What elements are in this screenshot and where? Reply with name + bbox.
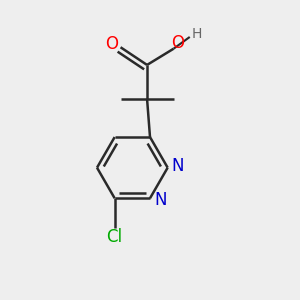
Text: O: O	[172, 34, 184, 52]
Text: N: N	[154, 191, 167, 209]
Text: O: O	[105, 35, 118, 53]
Text: Cl: Cl	[106, 227, 123, 245]
Text: H: H	[192, 27, 202, 41]
Text: N: N	[172, 157, 184, 175]
